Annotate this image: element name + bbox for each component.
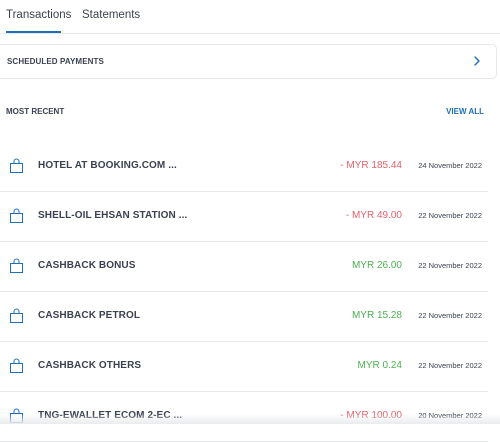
most-recent-heading: MOST RECENT: [6, 107, 65, 116]
transaction-row[interactable]: CASHBACK OTHERS MYR 0.24 22 November 202…: [0, 342, 488, 392]
transaction-title: SHELL-OIL EHSAN STATION ...: [38, 210, 188, 221]
view-all-link[interactable]: VIEW ALL: [446, 107, 484, 116]
transaction-row[interactable]: CASHBACK PETROL MYR 15.28 22 November 20…: [0, 292, 488, 342]
transaction-title: HOTEL AT BOOKING.COM ...: [38, 160, 177, 171]
shopping-bag-icon: [10, 208, 23, 223]
tab-statements[interactable]: Statements: [82, 9, 141, 21]
transaction-amount: MYR 26.00: [351, 260, 402, 271]
transaction-date: 24 November 2022: [418, 161, 482, 170]
transaction-title: CASHBACK OTHERS: [38, 360, 142, 371]
scheduled-payments-label: SCHEDULED PAYMENTS: [7, 57, 104, 66]
shopping-bag-icon: [10, 158, 23, 173]
transaction-row[interactable]: CASHBACK BONUS MYR 26.00 22 November 202…: [0, 242, 488, 292]
transaction-title: CASHBACK PETROL: [38, 310, 141, 321]
transaction-date: 22 November 2022: [418, 211, 482, 220]
scheduled-payments-card[interactable]: SCHEDULED PAYMENTS: [0, 44, 497, 79]
transaction-amount: MYR 15.28: [351, 310, 402, 321]
transaction-amount: MYR 0.24: [357, 360, 402, 371]
tab-bar: Transactions Statements: [0, 0, 500, 34]
shopping-bag-icon: [10, 358, 23, 373]
shopping-bag-icon: [10, 308, 23, 323]
transaction-date: 22 November 2022: [418, 261, 482, 270]
transaction-row[interactable]: SHELL-OIL EHSAN STATION ... - MYR 49.00 …: [0, 192, 488, 242]
transaction-amount: - MYR 185.44: [340, 160, 402, 171]
shopping-bag-icon: [10, 258, 23, 273]
active-tab-indicator: [6, 31, 61, 33]
transaction-row[interactable]: HOTEL AT BOOKING.COM ... - MYR 185.44 24…: [0, 142, 488, 192]
scroll-shadow: [0, 414, 500, 424]
transaction-date: 22 November 2022: [418, 311, 482, 320]
tab-transactions[interactable]: Transactions: [6, 9, 72, 21]
transaction-date: 22 November 2022: [418, 361, 482, 370]
transaction-title: CASHBACK BONUS: [38, 260, 136, 271]
chevron-right-icon[interactable]: [472, 54, 482, 68]
transaction-amount: - MYR 49.00: [345, 210, 402, 221]
transaction-list: HOTEL AT BOOKING.COM ... - MYR 185.44 24…: [0, 142, 488, 442]
